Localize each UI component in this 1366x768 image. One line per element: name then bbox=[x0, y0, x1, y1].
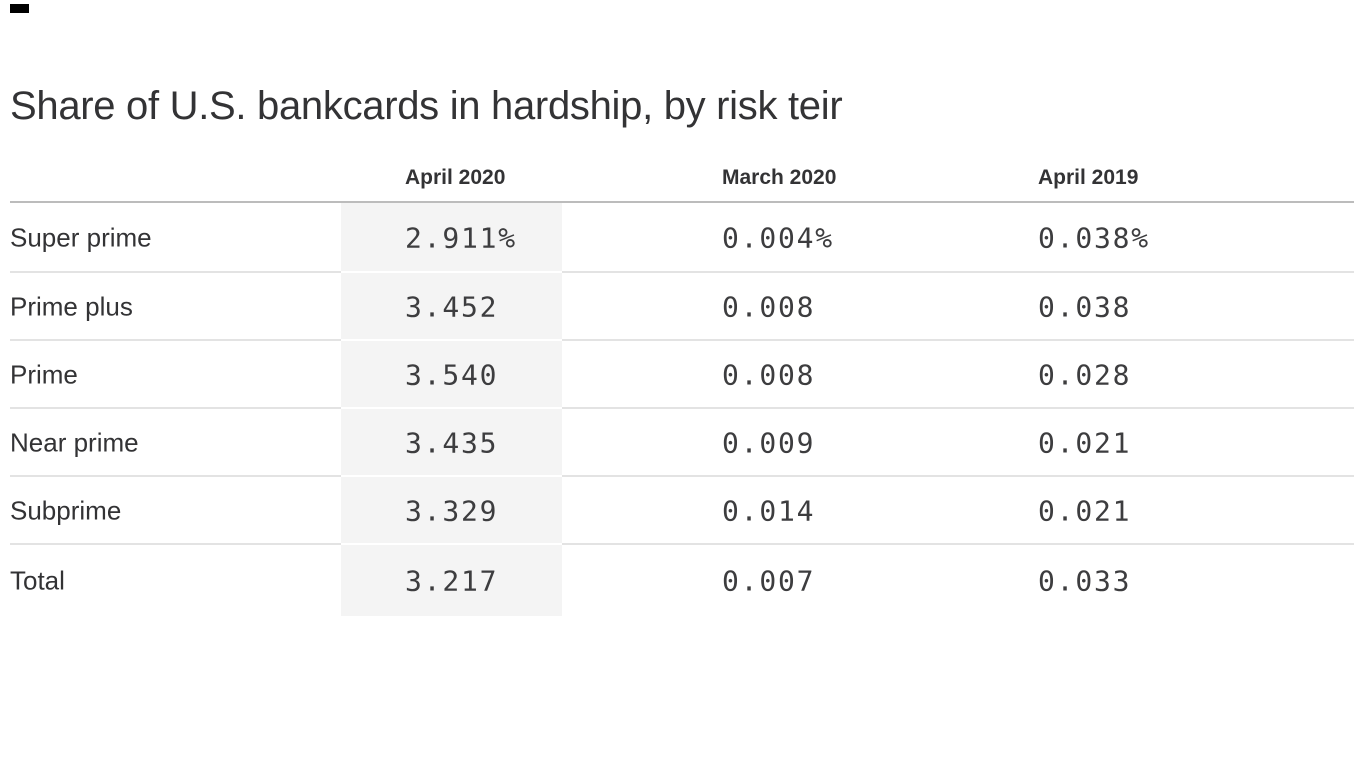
value-cell: 2.911% bbox=[405, 221, 517, 255]
table-row: Total 3.217 0.007 0.033 bbox=[10, 545, 1354, 616]
value-cell: 0.028 bbox=[1038, 358, 1132, 392]
row-divider-band-gap bbox=[341, 407, 562, 409]
header-rule bbox=[10, 201, 1354, 203]
highlight-band bbox=[341, 203, 562, 273]
highlight-band bbox=[341, 477, 562, 545]
row-label: Super prime bbox=[10, 222, 152, 253]
row-divider-band-gap bbox=[341, 543, 562, 545]
highlight-band bbox=[341, 545, 562, 616]
row-label: Prime bbox=[10, 359, 78, 390]
table-row: Near prime 3.435 0.009 0.021 bbox=[10, 409, 1354, 477]
highlight-band bbox=[341, 273, 562, 341]
row-divider-band-gap bbox=[341, 339, 562, 341]
table-body: Super prime 2.911% 0.004% 0.038% Prime plus 3… bbox=[10, 203, 1354, 616]
value-cell: 3.452 bbox=[405, 290, 499, 324]
row-divider-band-gap bbox=[341, 271, 562, 273]
value-cell: 0.009 bbox=[722, 426, 816, 460]
highlight-band bbox=[341, 341, 562, 409]
table-row: Super prime 2.911% 0.004% 0.038% bbox=[10, 203, 1354, 273]
column-header: March 2020 bbox=[722, 166, 837, 189]
value-cell: 0.033 bbox=[1038, 564, 1132, 597]
value-cell: 0.014 bbox=[722, 494, 816, 528]
value-cell: 3.540 bbox=[405, 358, 499, 392]
value-cell: 0.008 bbox=[722, 290, 816, 324]
value-cell: 3.329 bbox=[405, 494, 499, 528]
row-divider bbox=[10, 407, 1354, 409]
value-cell: 3.435 bbox=[405, 426, 499, 460]
row-divider-band-gap bbox=[341, 475, 562, 477]
table-row: Subprime 3.329 0.014 0.021 bbox=[10, 477, 1354, 545]
chart-title: Share of U.S. bankcards in hardship, by … bbox=[10, 84, 843, 128]
value-cell: 3.217 bbox=[405, 564, 499, 597]
value-cell: 0.021 bbox=[1038, 494, 1132, 528]
table-row: Prime 3.540 0.008 0.028 bbox=[10, 341, 1354, 409]
row-label: Prime plus bbox=[10, 291, 133, 322]
table-row: Prime plus 3.452 0.008 0.038 bbox=[10, 273, 1354, 341]
row-divider bbox=[10, 271, 1354, 273]
highlight-band bbox=[341, 409, 562, 477]
table-header: April 2020 March 2020 April 2019 bbox=[10, 160, 1354, 203]
value-cell: 0.004% bbox=[722, 221, 834, 255]
row-divider bbox=[10, 475, 1354, 477]
row-label: Subprime bbox=[10, 495, 122, 526]
column-header: April 2020 bbox=[405, 166, 506, 189]
row-label: Near prime bbox=[10, 427, 139, 458]
row-label: Total bbox=[10, 565, 65, 595]
row-divider bbox=[10, 543, 1354, 545]
brand-mark bbox=[10, 4, 29, 13]
row-divider bbox=[10, 339, 1354, 341]
value-cell: 0.007 bbox=[722, 564, 816, 597]
value-cell: 0.021 bbox=[1038, 426, 1132, 460]
value-cell: 0.038% bbox=[1038, 221, 1150, 255]
column-header: April 2019 bbox=[1038, 166, 1139, 189]
value-cell: 0.008 bbox=[722, 358, 816, 392]
value-cell: 0.038 bbox=[1038, 290, 1132, 324]
